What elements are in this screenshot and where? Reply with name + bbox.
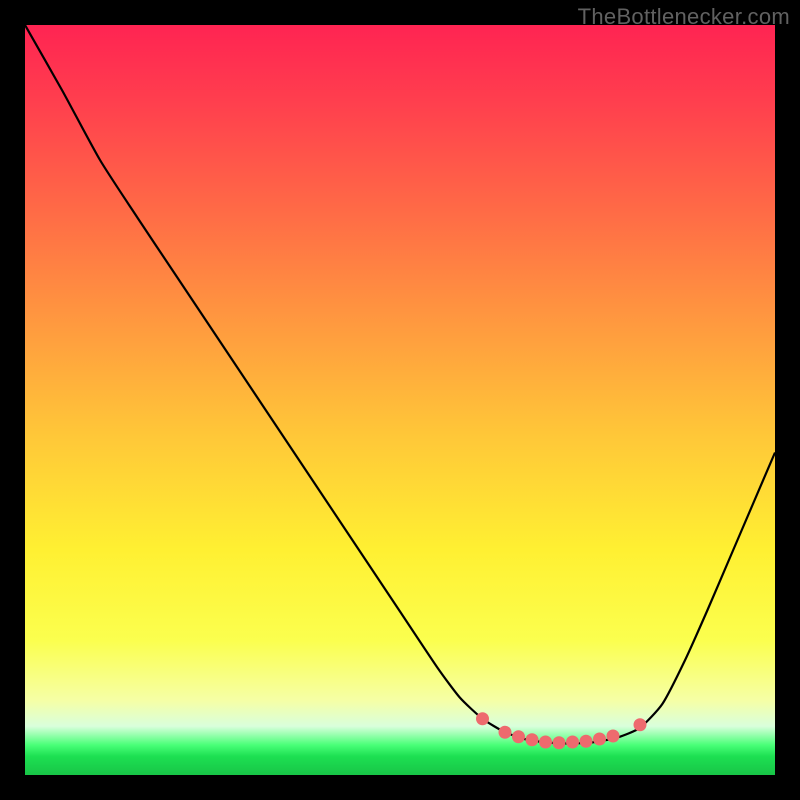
marker-dot	[539, 736, 552, 749]
marker-dot	[476, 712, 489, 725]
watermark-text: TheBottlenecker.com	[578, 4, 790, 30]
marker-dot	[553, 736, 566, 749]
marker-dot	[593, 733, 606, 746]
marker-dot	[634, 718, 647, 731]
gradient-background	[25, 25, 775, 775]
marker-dot	[512, 730, 525, 743]
chart-svg	[25, 25, 775, 775]
marker-dot	[499, 726, 512, 739]
marker-dot	[580, 735, 593, 748]
chart-container	[25, 25, 775, 775]
marker-dot	[607, 730, 620, 743]
marker-dot	[526, 733, 539, 746]
marker-dot	[566, 736, 579, 749]
